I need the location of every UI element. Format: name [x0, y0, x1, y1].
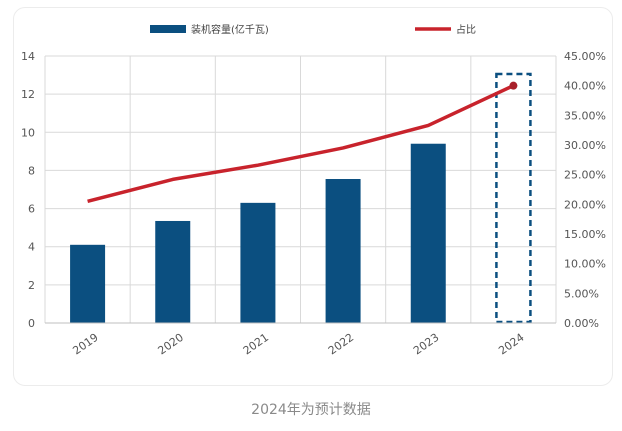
bar-2020: [155, 220, 191, 323]
line-series: [87, 81, 518, 204]
bar-2019: [70, 244, 106, 323]
legend-swatch-bar: [150, 25, 186, 33]
y-right-tick-label: 45.00%: [564, 50, 606, 63]
bar-2023: [410, 143, 446, 323]
y-left-tick-label: 10: [21, 126, 35, 139]
x-tick-label: 2019: [70, 331, 100, 358]
y-right-tick-label: 20.00%: [564, 198, 606, 211]
y-right-tick-label: 5.00%: [564, 287, 599, 300]
legend-label-line: 占比: [456, 23, 476, 36]
x-tick-label: 2020: [156, 331, 186, 358]
y-left-tick-label: 8: [28, 164, 35, 177]
y-right-tick-label: 40.00%: [564, 80, 606, 93]
forecast-point: [509, 81, 518, 90]
legend-label-bar: 装机容量(亿千瓦): [191, 23, 269, 36]
y-right-tick-label: 35.00%: [564, 109, 606, 122]
y-left-tick-label: 2: [28, 279, 35, 292]
bar-2022: [325, 179, 361, 323]
x-tick-label: 2024: [496, 331, 526, 358]
bar-2021: [240, 202, 276, 323]
y-right-tick-label: 30.00%: [564, 139, 606, 152]
y-left-tick-label: 14: [21, 50, 35, 63]
y-right-tick-label: 25.00%: [564, 169, 606, 182]
x-tick-label: 2023: [411, 331, 441, 358]
y-right-tick-label: 10.00%: [564, 258, 606, 271]
y-left-tick-label: 4: [28, 241, 35, 254]
y-left-tick-label: 12: [21, 88, 35, 101]
x-tick-label: 2022: [326, 331, 356, 358]
y-left-tick-label: 6: [28, 203, 35, 216]
legend: 装机容量(亿千瓦) 占比: [150, 23, 476, 36]
y-right-tick-label: 15.00%: [564, 228, 606, 241]
chart-caption: 2024年为预计数据: [251, 402, 371, 418]
y-right-tick-label: 0.00%: [564, 317, 599, 330]
share-line: [87, 84, 515, 204]
axes: 0 2 4 6 8 10 12 14 0.00% 5.00% 10.00% 15.00% 20.00% 2…: [21, 50, 606, 357]
y-left-tick-label: 0: [28, 317, 35, 330]
gridlines: [44, 55, 557, 323]
bar-series: [70, 72, 532, 324]
x-tick-label: 2021: [241, 331, 271, 358]
